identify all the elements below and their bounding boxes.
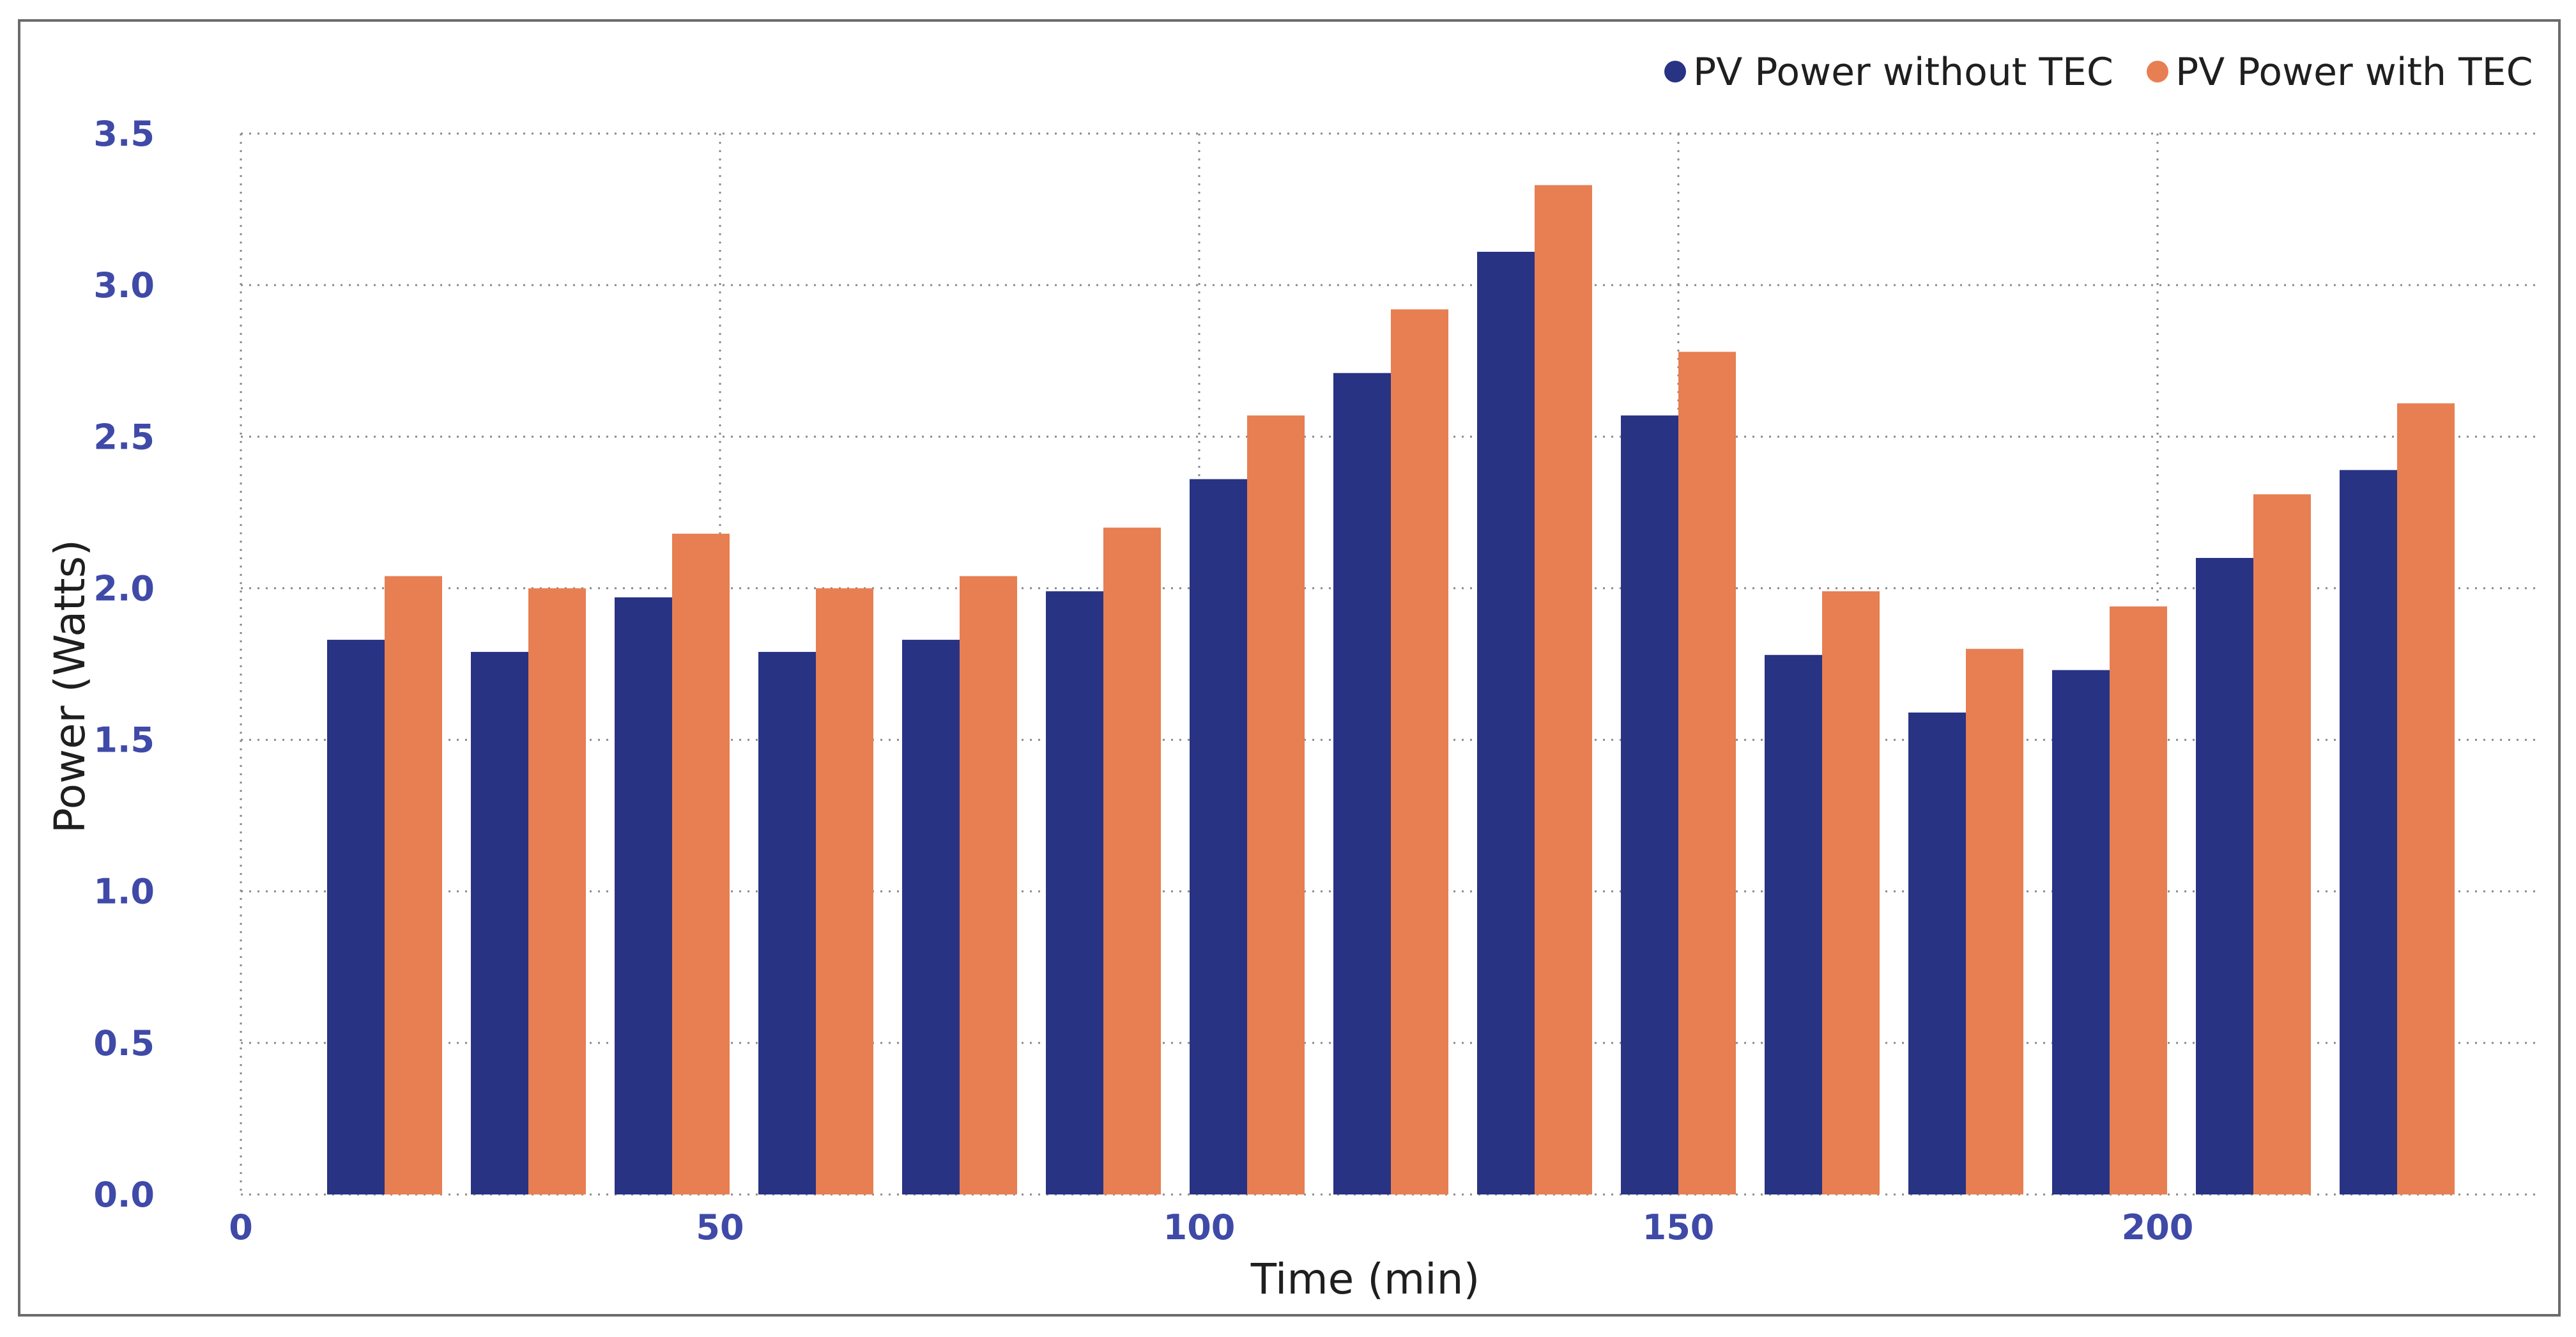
bar-series-0-point-0 bbox=[327, 640, 385, 1194]
x-tick-label: 200 bbox=[2122, 1207, 2194, 1248]
bar-series-1-point-9 bbox=[1678, 352, 1736, 1194]
legend-marker-with-tec bbox=[2147, 61, 2168, 82]
x-tick-label: 100 bbox=[1163, 1207, 1236, 1248]
y-tick-label: 3.0 bbox=[93, 265, 155, 305]
bar-series-0-point-1 bbox=[471, 652, 528, 1194]
bar-series-0-point-10 bbox=[1765, 654, 1822, 1194]
bar-series-1-point-8 bbox=[1535, 185, 1592, 1195]
chart-frame: 0.0 0.5 1.0 1.5 2.0 2.5 3.0 3.5 0 50 100 150 200 Tim… bbox=[18, 19, 2561, 1317]
bar-series-0-point-4 bbox=[902, 640, 960, 1194]
x-axis-label: Time (min) bbox=[1250, 1255, 1480, 1304]
bar-series-0-point-11 bbox=[1908, 712, 1966, 1194]
x-tick-label: 150 bbox=[1643, 1207, 1715, 1248]
bar-series-1-point-4 bbox=[960, 576, 1017, 1194]
legend-marker-without-tec bbox=[1664, 61, 1686, 82]
bar-series-0-point-8 bbox=[1477, 251, 1535, 1194]
y-tick-label: 0.0 bbox=[93, 1175, 155, 1215]
x-tick-label: 50 bbox=[696, 1207, 744, 1248]
bar-series-0-point-3 bbox=[758, 652, 816, 1194]
tick-layer: 0.0 0.5 1.0 1.5 2.0 2.5 3.0 3.5 0 50 100 150 200 bbox=[93, 114, 2193, 1248]
legend: PV Power without TEC PV Power with TEC bbox=[1664, 50, 2533, 95]
bar-series-0-point-7 bbox=[1333, 373, 1391, 1194]
chart-svg: 0.0 0.5 1.0 1.5 2.0 2.5 3.0 3.5 0 50 100 150 200 Tim… bbox=[45, 50, 2541, 1304]
bar-series-0-point-6 bbox=[1190, 479, 1247, 1194]
y-tick-label: 3.5 bbox=[93, 114, 155, 154]
bar-series-1-point-7 bbox=[1391, 309, 1448, 1195]
y-tick-label: 1.0 bbox=[93, 872, 155, 912]
bar-series-0-point-2 bbox=[615, 597, 672, 1194]
legend-label-without-tec: PV Power without TEC bbox=[1693, 50, 2113, 95]
bar-series-1-point-5 bbox=[1103, 527, 1161, 1194]
bar-series-0-point-14 bbox=[2340, 470, 2397, 1194]
legend-label-with-tec: PV Power with TEC bbox=[2175, 50, 2533, 95]
bar-series-1-point-2 bbox=[672, 534, 730, 1194]
bar-series-0-point-13 bbox=[2196, 558, 2253, 1194]
bar-series-1-point-0 bbox=[385, 576, 442, 1194]
y-tick-label: 1.5 bbox=[93, 720, 155, 761]
bar-series-0-point-12 bbox=[2052, 670, 2110, 1194]
bar-series-1-point-11 bbox=[1966, 649, 2023, 1194]
bar-series-0-point-5 bbox=[1046, 591, 1103, 1194]
x-tick-label: 0 bbox=[229, 1207, 253, 1248]
bar-series-0-point-9 bbox=[1621, 415, 1678, 1194]
y-tick-label: 2.0 bbox=[93, 568, 155, 608]
bar-series-1-point-14 bbox=[2397, 403, 2455, 1194]
bar-series-1-point-3 bbox=[816, 588, 873, 1194]
bar-series-1-point-6 bbox=[1247, 415, 1305, 1194]
y-axis-label: Power (Watts) bbox=[45, 539, 95, 833]
bar-layer bbox=[327, 185, 2455, 1195]
bar-series-1-point-12 bbox=[2110, 606, 2167, 1194]
bar-series-1-point-13 bbox=[2253, 494, 2311, 1194]
y-tick-label: 2.5 bbox=[93, 417, 155, 457]
y-tick-label: 0.5 bbox=[93, 1023, 155, 1063]
bar-series-1-point-1 bbox=[528, 588, 586, 1194]
bar-series-1-point-10 bbox=[1822, 591, 1880, 1194]
